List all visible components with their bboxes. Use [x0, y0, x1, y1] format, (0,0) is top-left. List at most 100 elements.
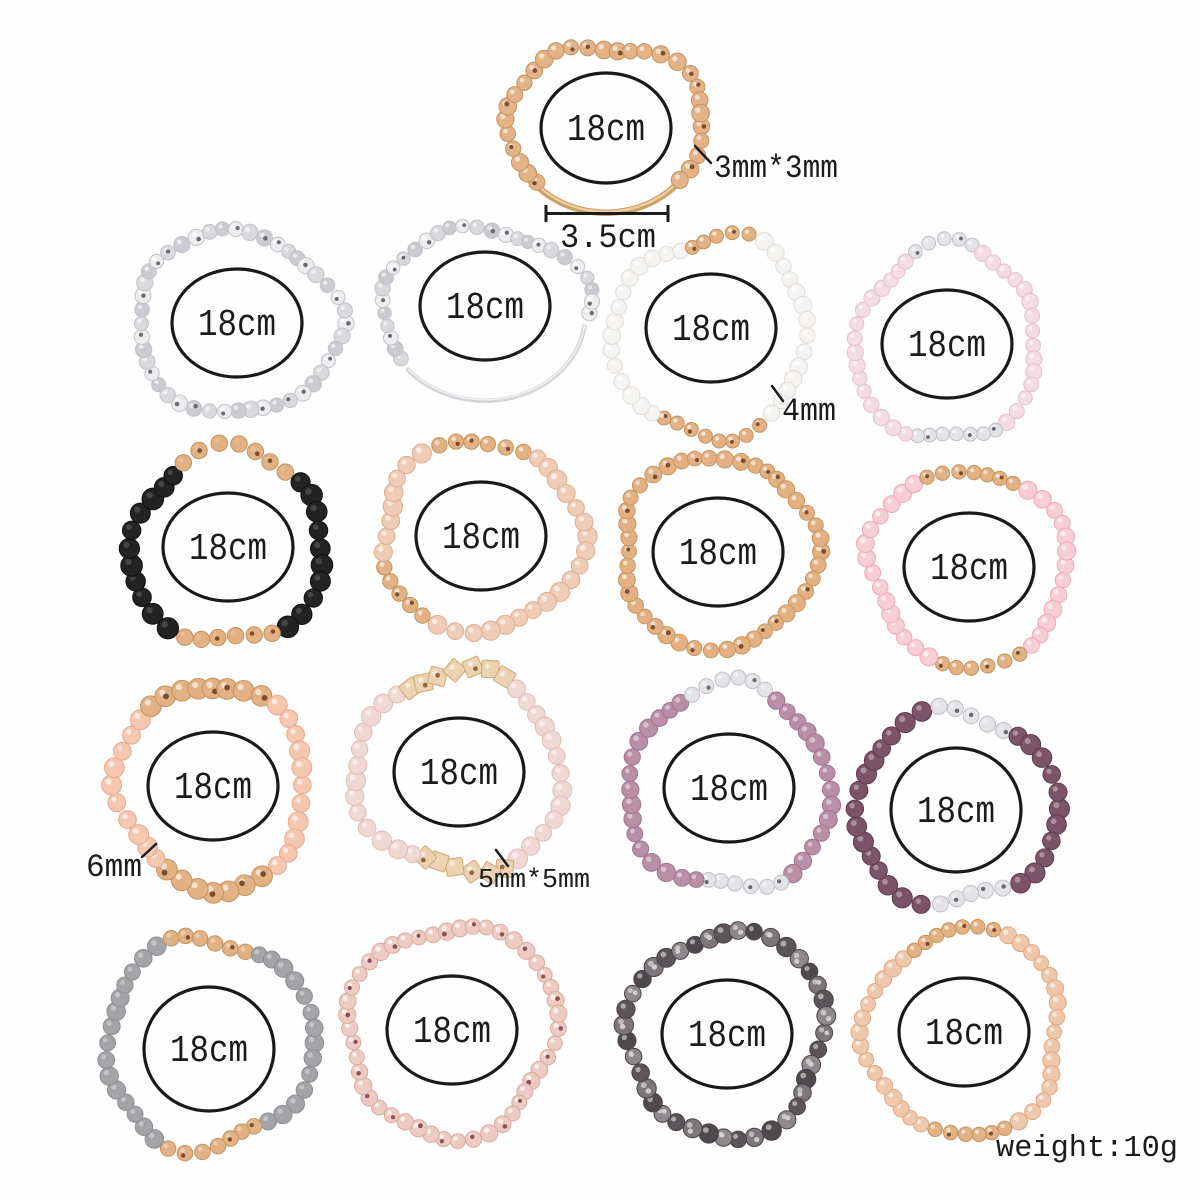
- bead-highlight: [730, 878, 735, 884]
- bead-speck: [174, 401, 180, 407]
- bead-highlight: [458, 221, 463, 226]
- bead-speck: [821, 549, 827, 554]
- bead-highlight: [237, 684, 244, 691]
- bead-highlight: [987, 1127, 992, 1133]
- bead-highlight: [388, 486, 394, 492]
- bead: [273, 958, 294, 978]
- bead: [605, 312, 624, 331]
- bead-highlight: [214, 437, 220, 443]
- bead-highlight: [955, 234, 960, 240]
- bead-highlight: [555, 767, 561, 773]
- bead-speck: [420, 857, 426, 863]
- bead: [291, 603, 313, 625]
- bead-highlight: [687, 689, 693, 695]
- bead-speck: [968, 712, 974, 718]
- bead-speck: [536, 242, 541, 247]
- bead-highlight: [158, 480, 165, 487]
- bead-highlight: [400, 1116, 406, 1122]
- bead-highlight: [539, 720, 545, 727]
- bead-highlight: [323, 280, 328, 285]
- bead-speck: [585, 44, 590, 49]
- leader-line-bead-size-3mm: [693, 144, 713, 165]
- bead-highlight: [433, 228, 438, 233]
- bead-highlight: [308, 1022, 315, 1028]
- bead-highlight: [717, 927, 724, 933]
- bead: [377, 527, 396, 546]
- bead-highlight: [163, 390, 168, 395]
- bead-highlight: [692, 150, 698, 156]
- bead-highlight: [283, 712, 289, 719]
- bead: [787, 492, 806, 510]
- bead: [669, 415, 685, 431]
- bead: [133, 948, 153, 968]
- bead-speck: [989, 1131, 994, 1136]
- bead: [464, 624, 483, 643]
- bead: [176, 1144, 194, 1162]
- bead-speck: [422, 682, 428, 688]
- bead: [745, 922, 763, 941]
- bead-highlight: [123, 541, 130, 549]
- bead-speck: [505, 446, 511, 452]
- bead: [478, 861, 502, 885]
- bead-highlight: [1026, 640, 1032, 646]
- bead-highlight: [111, 796, 117, 803]
- bead: [562, 39, 579, 56]
- bead-highlight: [758, 235, 765, 241]
- bead-highlight: [587, 285, 592, 290]
- bead-speck: [390, 1115, 396, 1120]
- bead: [214, 221, 230, 237]
- bead-highlight: [103, 1070, 110, 1076]
- bead-highlight: [1052, 996, 1058, 1003]
- bead-highlight: [292, 253, 298, 258]
- bead-highlight: [556, 784, 563, 790]
- bead: [709, 228, 724, 244]
- bead-highlight: [159, 689, 166, 696]
- bead-speck: [629, 1052, 634, 1058]
- bead-highlight: [1053, 589, 1059, 595]
- bead-highlight: [540, 970, 545, 975]
- bead-speck: [985, 664, 990, 669]
- bead-highlight: [467, 661, 473, 667]
- bead-highlight: [385, 515, 391, 521]
- bead: [948, 659, 964, 676]
- bead-highlight: [271, 698, 278, 705]
- bead-highlight: [896, 891, 903, 898]
- bead: [970, 919, 986, 935]
- bead: [201, 403, 218, 419]
- bead-highlight: [850, 333, 855, 338]
- bead-speck: [785, 1115, 791, 1121]
- bead-highlight: [333, 292, 339, 298]
- bead: [291, 757, 313, 778]
- bead-highlight: [701, 431, 706, 436]
- bead: [671, 693, 690, 712]
- bead: [724, 225, 740, 241]
- bead-highlight: [352, 807, 358, 813]
- bead: [309, 570, 331, 592]
- bead-highlight: [1015, 937, 1021, 943]
- bead-highlight: [379, 562, 385, 567]
- bead-highlight: [916, 1119, 922, 1125]
- bead-highlight: [792, 716, 798, 722]
- bead-highlight: [161, 621, 168, 628]
- bead-highlight: [867, 567, 873, 573]
- bead-highlight: [178, 457, 184, 463]
- bead: [134, 301, 150, 318]
- bead-highlight: [791, 597, 797, 603]
- bead: [126, 1105, 144, 1123]
- bead-highlight: [648, 469, 654, 475]
- bead-speck: [808, 1061, 814, 1067]
- bead-highlight: [924, 238, 929, 243]
- bead: [230, 402, 247, 419]
- bead-highlight: [897, 487, 903, 493]
- bead-highlight: [1046, 768, 1052, 774]
- bead-highlight: [1036, 751, 1042, 758]
- size-circle-label: 18cm: [930, 548, 1008, 591]
- bead-highlight: [626, 798, 632, 804]
- bead: [767, 691, 786, 710]
- bracelets-layer: 18cm 18cm 18cm 18cm 18cm 18cm 18cm 18cm 18cm 18cm…: [97, 39, 1077, 1162]
- bead: [431, 437, 448, 454]
- bead: [759, 878, 775, 895]
- bead-highlight: [672, 56, 678, 62]
- bead-highlight: [272, 400, 277, 405]
- bead-speck: [254, 451, 260, 457]
